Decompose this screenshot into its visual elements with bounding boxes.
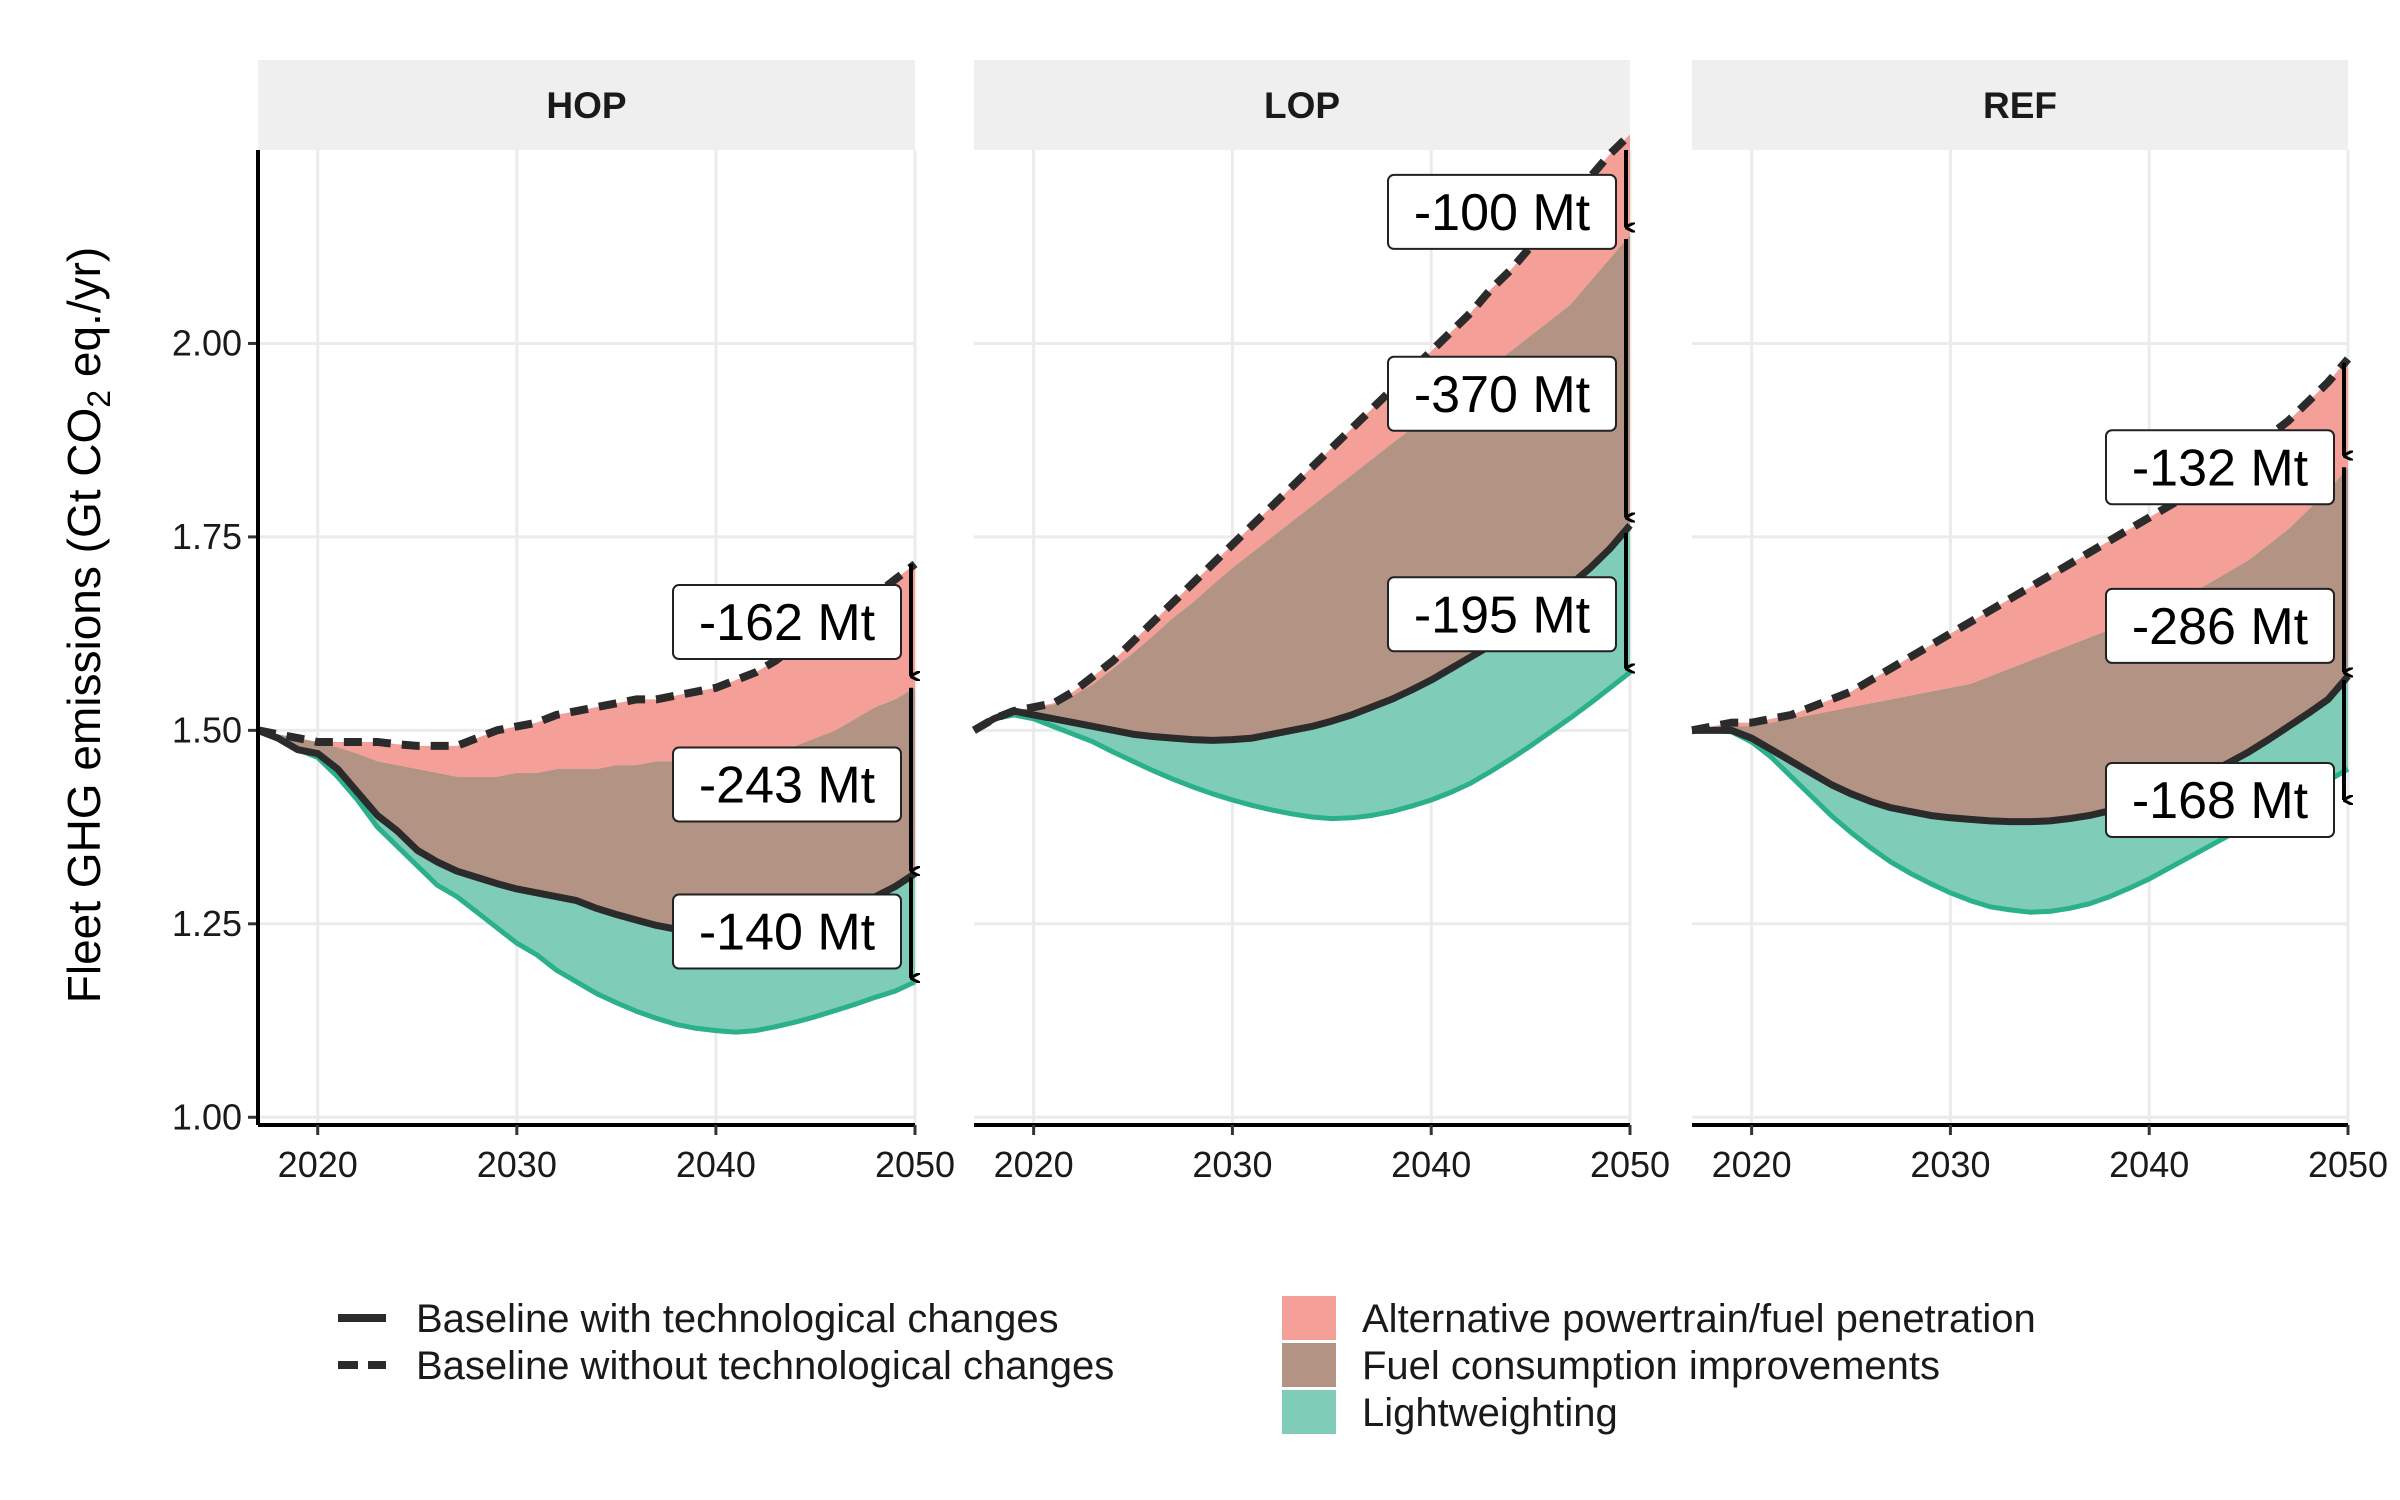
legend-item-without: Baseline without technological changes xyxy=(338,1344,1114,1388)
annotation-box xyxy=(672,893,902,970)
annotation-text: -162 Mt xyxy=(699,594,876,652)
panel-title: HOP xyxy=(546,85,626,126)
panel-title: REF xyxy=(1983,85,2057,126)
panel-lop: LOP -100 Mt -370 Mt -195 Mt 2020 2030 2040 2050 xyxy=(971,60,1670,1185)
annotation-label: -140 Mt xyxy=(672,893,902,970)
legend-key-swatch xyxy=(1282,1343,1336,1387)
annotation-label: -162 Mt xyxy=(672,584,902,661)
annotation-label: -370 Mt xyxy=(1387,355,1617,432)
x-tick-label: 2040 xyxy=(676,1144,756,1185)
legend-label: Lightweighting xyxy=(1362,1391,1618,1435)
panel-title: LOP xyxy=(1264,85,1340,126)
line-baseline-without xyxy=(257,560,918,750)
y-tick-label: 1.75 xyxy=(172,516,242,557)
area-alternative-powertrain xyxy=(1692,358,2348,731)
annotation-label: -132 Mt xyxy=(2105,429,2335,506)
x-tick-label: 2030 xyxy=(477,1144,557,1185)
legend-key-swatch xyxy=(1282,1296,1336,1340)
y-axis-label: Fleet GHG emissions (Gt CO2 eq./yr) xyxy=(58,247,117,1004)
annotation-label: -100 Mt xyxy=(1387,173,1617,250)
legend-label: Alternative powertrain/fuel penetration xyxy=(1362,1297,2036,1341)
y-tick-label: 2.00 xyxy=(172,322,242,363)
panel-strip xyxy=(974,60,1630,150)
x-tick-label: 2030 xyxy=(1192,1144,1272,1185)
annotation-box xyxy=(1387,576,1617,653)
x-tick-label: 2050 xyxy=(2308,1144,2388,1185)
legend-label: Fuel consumption improvements xyxy=(1362,1344,1940,1388)
panel-hop: HOP -162 Mt -243 Mt -140 Mt 2020 2030 2040 2050 xyxy=(256,60,955,1185)
legend-key-swatch xyxy=(1282,1390,1336,1434)
annotation-label: -286 Mt xyxy=(2105,587,2335,664)
x-tick-label: 2040 xyxy=(2109,1144,2189,1185)
annotation-label: -195 Mt xyxy=(1387,576,1617,653)
annotation-box xyxy=(1387,173,1617,250)
line-baseline-with xyxy=(1692,673,2351,826)
y-axis-label-subscript: 2 xyxy=(81,390,117,408)
area-lightweighting xyxy=(1692,676,2348,913)
annotation-box xyxy=(672,584,902,661)
annotation-text: -195 Mt xyxy=(1414,586,1591,644)
area-fuel-consumption xyxy=(1692,467,2348,822)
y-axis-label-tail: eq./yr) xyxy=(58,247,110,390)
annotation-text: -168 Mt xyxy=(2132,772,2309,830)
facet-panels: 1.00 1.25 1.50 1.75 2.00 HOP -162 Mt -243 Mt -14… xyxy=(172,60,2388,1185)
x-tick-label: 2050 xyxy=(1590,1144,1670,1185)
annotation-text: -100 Mt xyxy=(1414,184,1591,242)
annotation-box xyxy=(672,746,902,823)
line-baseline-without xyxy=(971,131,1633,734)
annotation-text: -243 Mt xyxy=(699,757,876,815)
line-lightweighting xyxy=(257,728,917,1035)
panel-strip xyxy=(258,60,915,150)
annotation-text: -140 Mt xyxy=(699,904,876,962)
area-fuel-consumption xyxy=(258,687,915,932)
annotation-box xyxy=(1387,355,1617,432)
y-tick-label: 1.00 xyxy=(172,1096,242,1137)
legend-item-with: Baseline with technological changes xyxy=(338,1297,1059,1341)
x-tick-label: 2020 xyxy=(994,1144,1074,1185)
legend-item-alt: Alternative powertrain/fuel penetration xyxy=(1282,1296,2036,1341)
annotation-box xyxy=(2105,587,2335,664)
legend-label: Baseline without technological changes xyxy=(416,1344,1114,1388)
annotation-box xyxy=(2105,429,2335,506)
area-alternative-powertrain xyxy=(258,563,915,777)
legend-item-light: Lightweighting xyxy=(1282,1390,1618,1435)
legend-item-fuel: Fuel consumption improvements xyxy=(1282,1343,1940,1388)
legend-label: Baseline with technological changes xyxy=(416,1297,1059,1341)
x-tick-label: 2030 xyxy=(1910,1144,1990,1185)
annotation-label: -243 Mt xyxy=(672,746,902,823)
annotation-text: -370 Mt xyxy=(1414,366,1591,424)
x-tick-label: 2050 xyxy=(875,1144,955,1185)
panel-ref: REF -132 Mt -286 Mt -168 Mt 2020 2030 2040 2050 xyxy=(1691,60,2388,1185)
panel-strip xyxy=(1692,60,2348,150)
annotation-text: -132 Mt xyxy=(2132,439,2309,497)
y-tick-label: 1.25 xyxy=(172,903,242,944)
y-tick-label: 1.50 xyxy=(172,709,242,750)
area-lightweighting xyxy=(974,525,1630,819)
y-axis-label-main: Fleet GHG emissions (Gt CO xyxy=(58,408,110,1004)
annotation-text: -286 Mt xyxy=(2132,598,2309,656)
x-tick-label: 2020 xyxy=(1712,1144,1792,1185)
legend: Baseline with technological changesBasel… xyxy=(338,1296,2036,1435)
x-tick-label: 2020 xyxy=(278,1144,358,1185)
annotation-box xyxy=(2105,762,2335,838)
annotation-label: -168 Mt xyxy=(2105,762,2335,838)
x-tick-label: 2040 xyxy=(1391,1144,1471,1185)
line-lightweighting xyxy=(972,670,1632,822)
